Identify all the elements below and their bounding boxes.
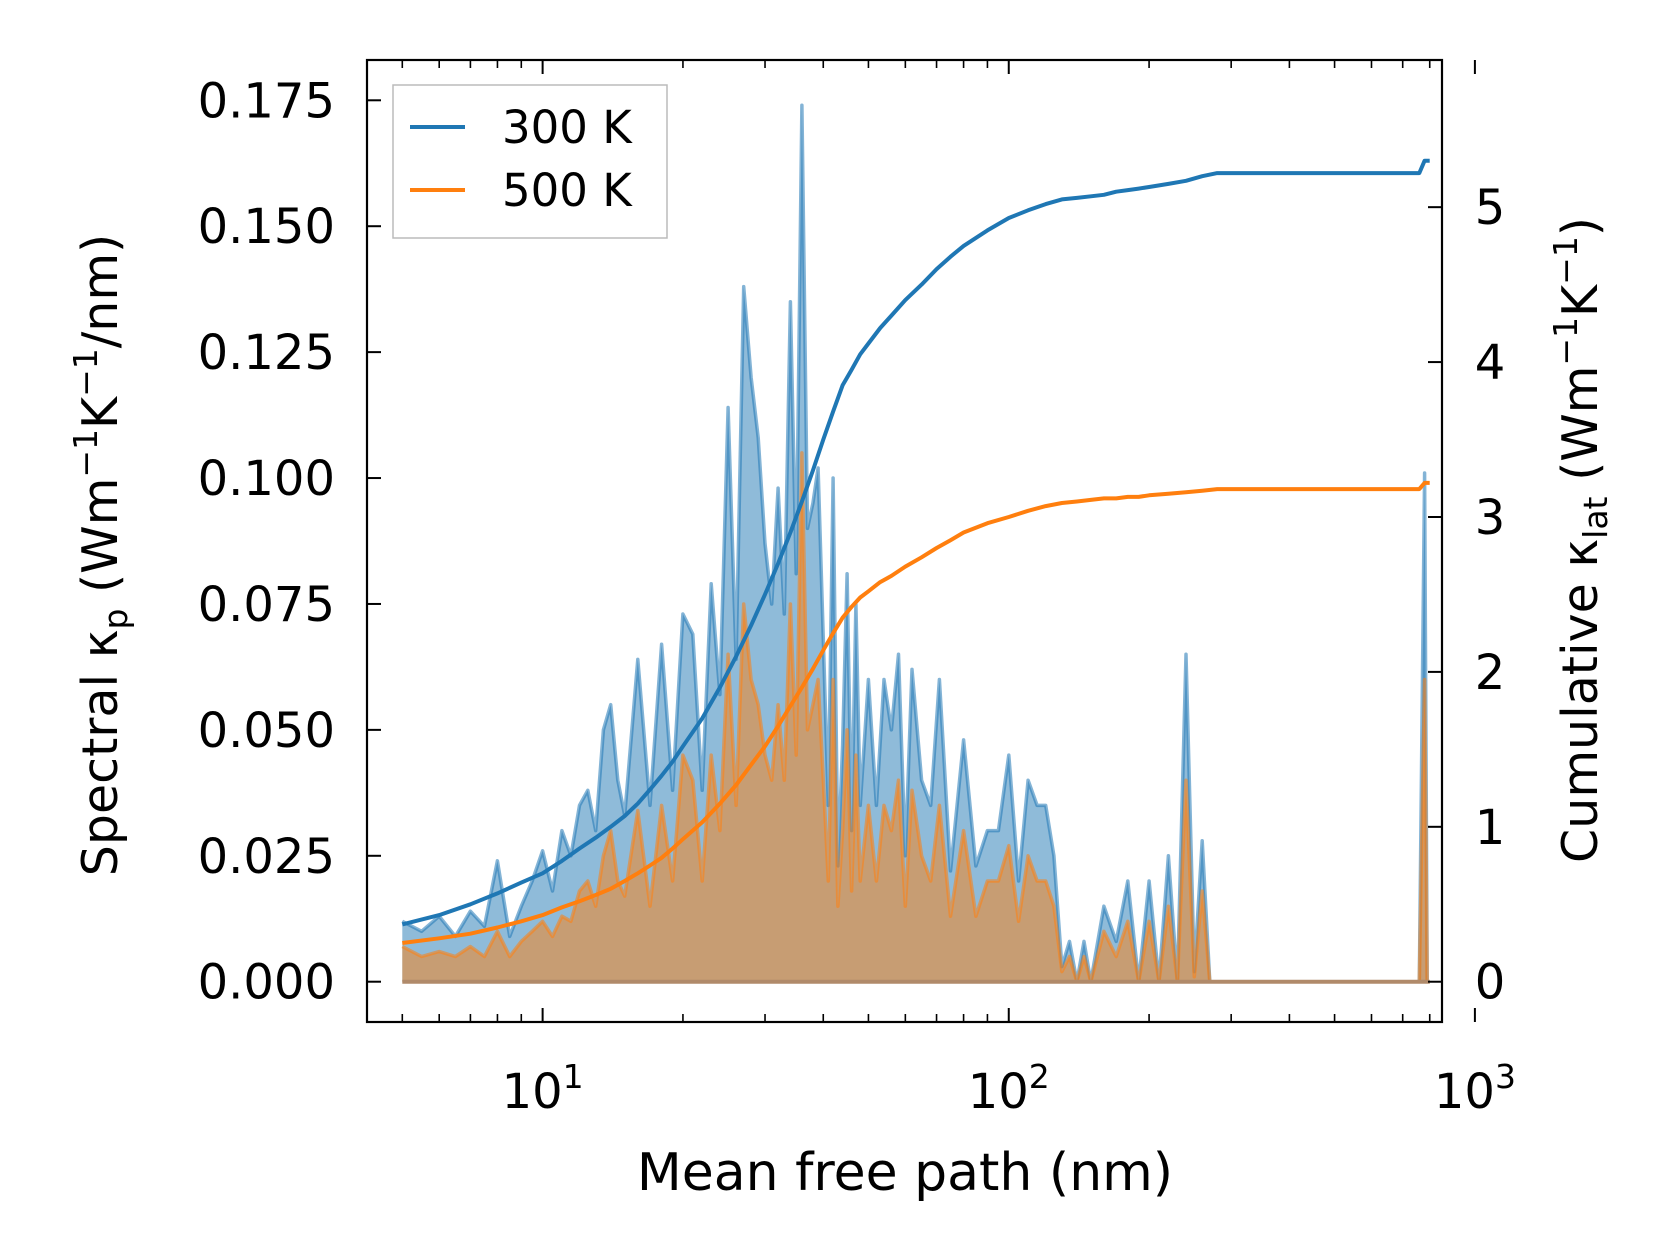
plot-frame <box>365 58 1444 1024</box>
y-left-tick-label: 0.125 <box>198 325 335 381</box>
cumulative-line-500k <box>402 480 1430 945</box>
spectral-areas <box>401 103 1430 984</box>
spectral-area-500k <box>402 452 1430 982</box>
spectral-area-300k <box>402 105 1430 982</box>
y-left-tick-label: 0.050 <box>198 703 335 759</box>
y-axis-label-left: Spectral κp (Wm−1K−1/nm) <box>66 234 135 876</box>
axis-ticks: 101 102 1030.0000.0250.0500.0750.1000.1250… <box>198 60 1516 1120</box>
y-left-tick-label: 0.075 <box>198 577 335 633</box>
cumulative-line-300k <box>401 158 1430 927</box>
y-left-tick-label: 0.150 <box>198 199 335 255</box>
legend-label-500k: 500 K <box>502 164 633 217</box>
x-axis-label: Mean free path (nm) <box>637 1143 1173 1203</box>
y-right-tick-label: 1 <box>1475 800 1506 856</box>
cumulative-lines <box>401 158 1430 945</box>
y-right-tick-label: 5 <box>1475 180 1506 236</box>
y-left-tick-label: 0.175 <box>198 73 335 129</box>
y-right-tick-label: 2 <box>1475 645 1506 701</box>
x-tick-label: 102 <box>968 1057 1050 1120</box>
y-axis-label-right: Cumulative κlat (Wm−1K−1) <box>1546 217 1615 863</box>
y-left-tick-label: 0.100 <box>198 451 335 507</box>
y-left-tick-label: 0.025 <box>198 829 335 885</box>
y-left-tick-label: 0.000 <box>198 955 335 1011</box>
spectral-line-500k <box>401 451 1430 984</box>
spectral-line-300k <box>401 103 1430 984</box>
legend-box <box>392 84 668 239</box>
x-tick-label: 101 <box>502 1057 584 1120</box>
y-right-tick-label: 0 <box>1475 955 1506 1011</box>
legend: 300 K 500 K <box>392 84 668 239</box>
y-right-tick-label: 4 <box>1475 335 1506 391</box>
legend-label-300k: 300 K <box>502 101 633 154</box>
x-tick-label: 103 <box>1434 1057 1516 1120</box>
y-right-tick-label: 3 <box>1475 490 1506 546</box>
